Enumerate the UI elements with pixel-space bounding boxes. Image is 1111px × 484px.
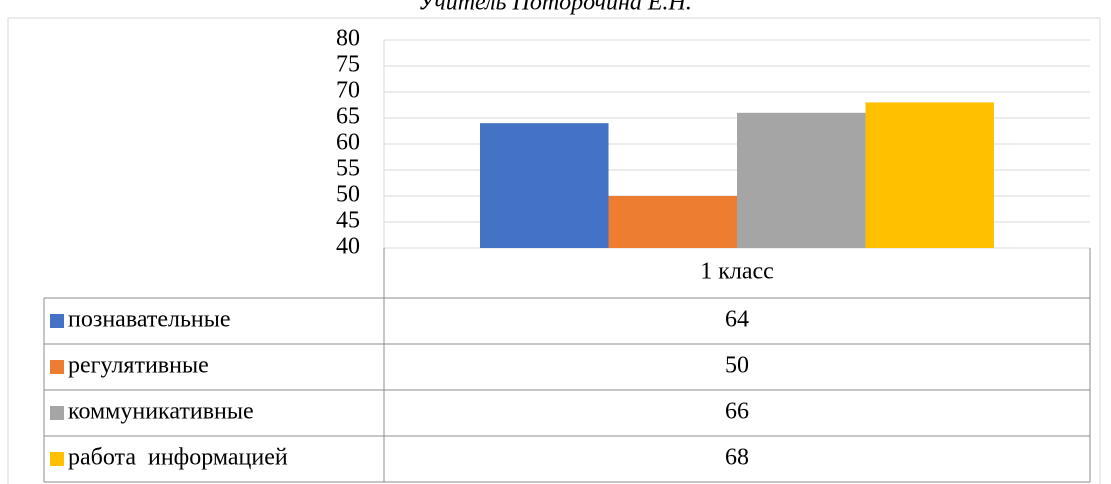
legend-label: работа информацией: [68, 445, 288, 471]
legend-swatch: [50, 406, 64, 420]
legend-label: познавательные: [68, 307, 231, 333]
legend-swatch: [50, 452, 64, 466]
legend-label: коммуникативные: [68, 399, 254, 425]
x-tick-label: 1 класс: [700, 259, 774, 285]
bar: [608, 196, 737, 248]
bar: [737, 112, 866, 248]
table-value: 50: [725, 353, 749, 379]
chart-frame: [7, 17, 1101, 484]
y-tick-label: 70: [336, 78, 360, 104]
caption: Учитель Поторочина Е.Н.: [418, 0, 692, 16]
y-tick-label: 50: [336, 182, 360, 208]
table-value: 66: [725, 399, 749, 425]
legend-label: регулятивные: [68, 353, 209, 379]
y-tick-label: 40: [336, 234, 360, 260]
bar: [480, 123, 609, 248]
table-value: 68: [725, 445, 749, 471]
y-tick-label: 80: [336, 26, 360, 52]
y-tick-label: 65: [336, 104, 360, 130]
legend-swatch: [50, 360, 64, 374]
y-tick-label: 45: [336, 208, 360, 234]
y-tick-label: 55: [336, 156, 360, 182]
legend-swatch: [50, 314, 64, 328]
table-value: 64: [725, 307, 749, 333]
bar: [865, 102, 994, 249]
y-tick-label: 75: [336, 52, 360, 78]
y-tick-label: 60: [336, 130, 360, 156]
